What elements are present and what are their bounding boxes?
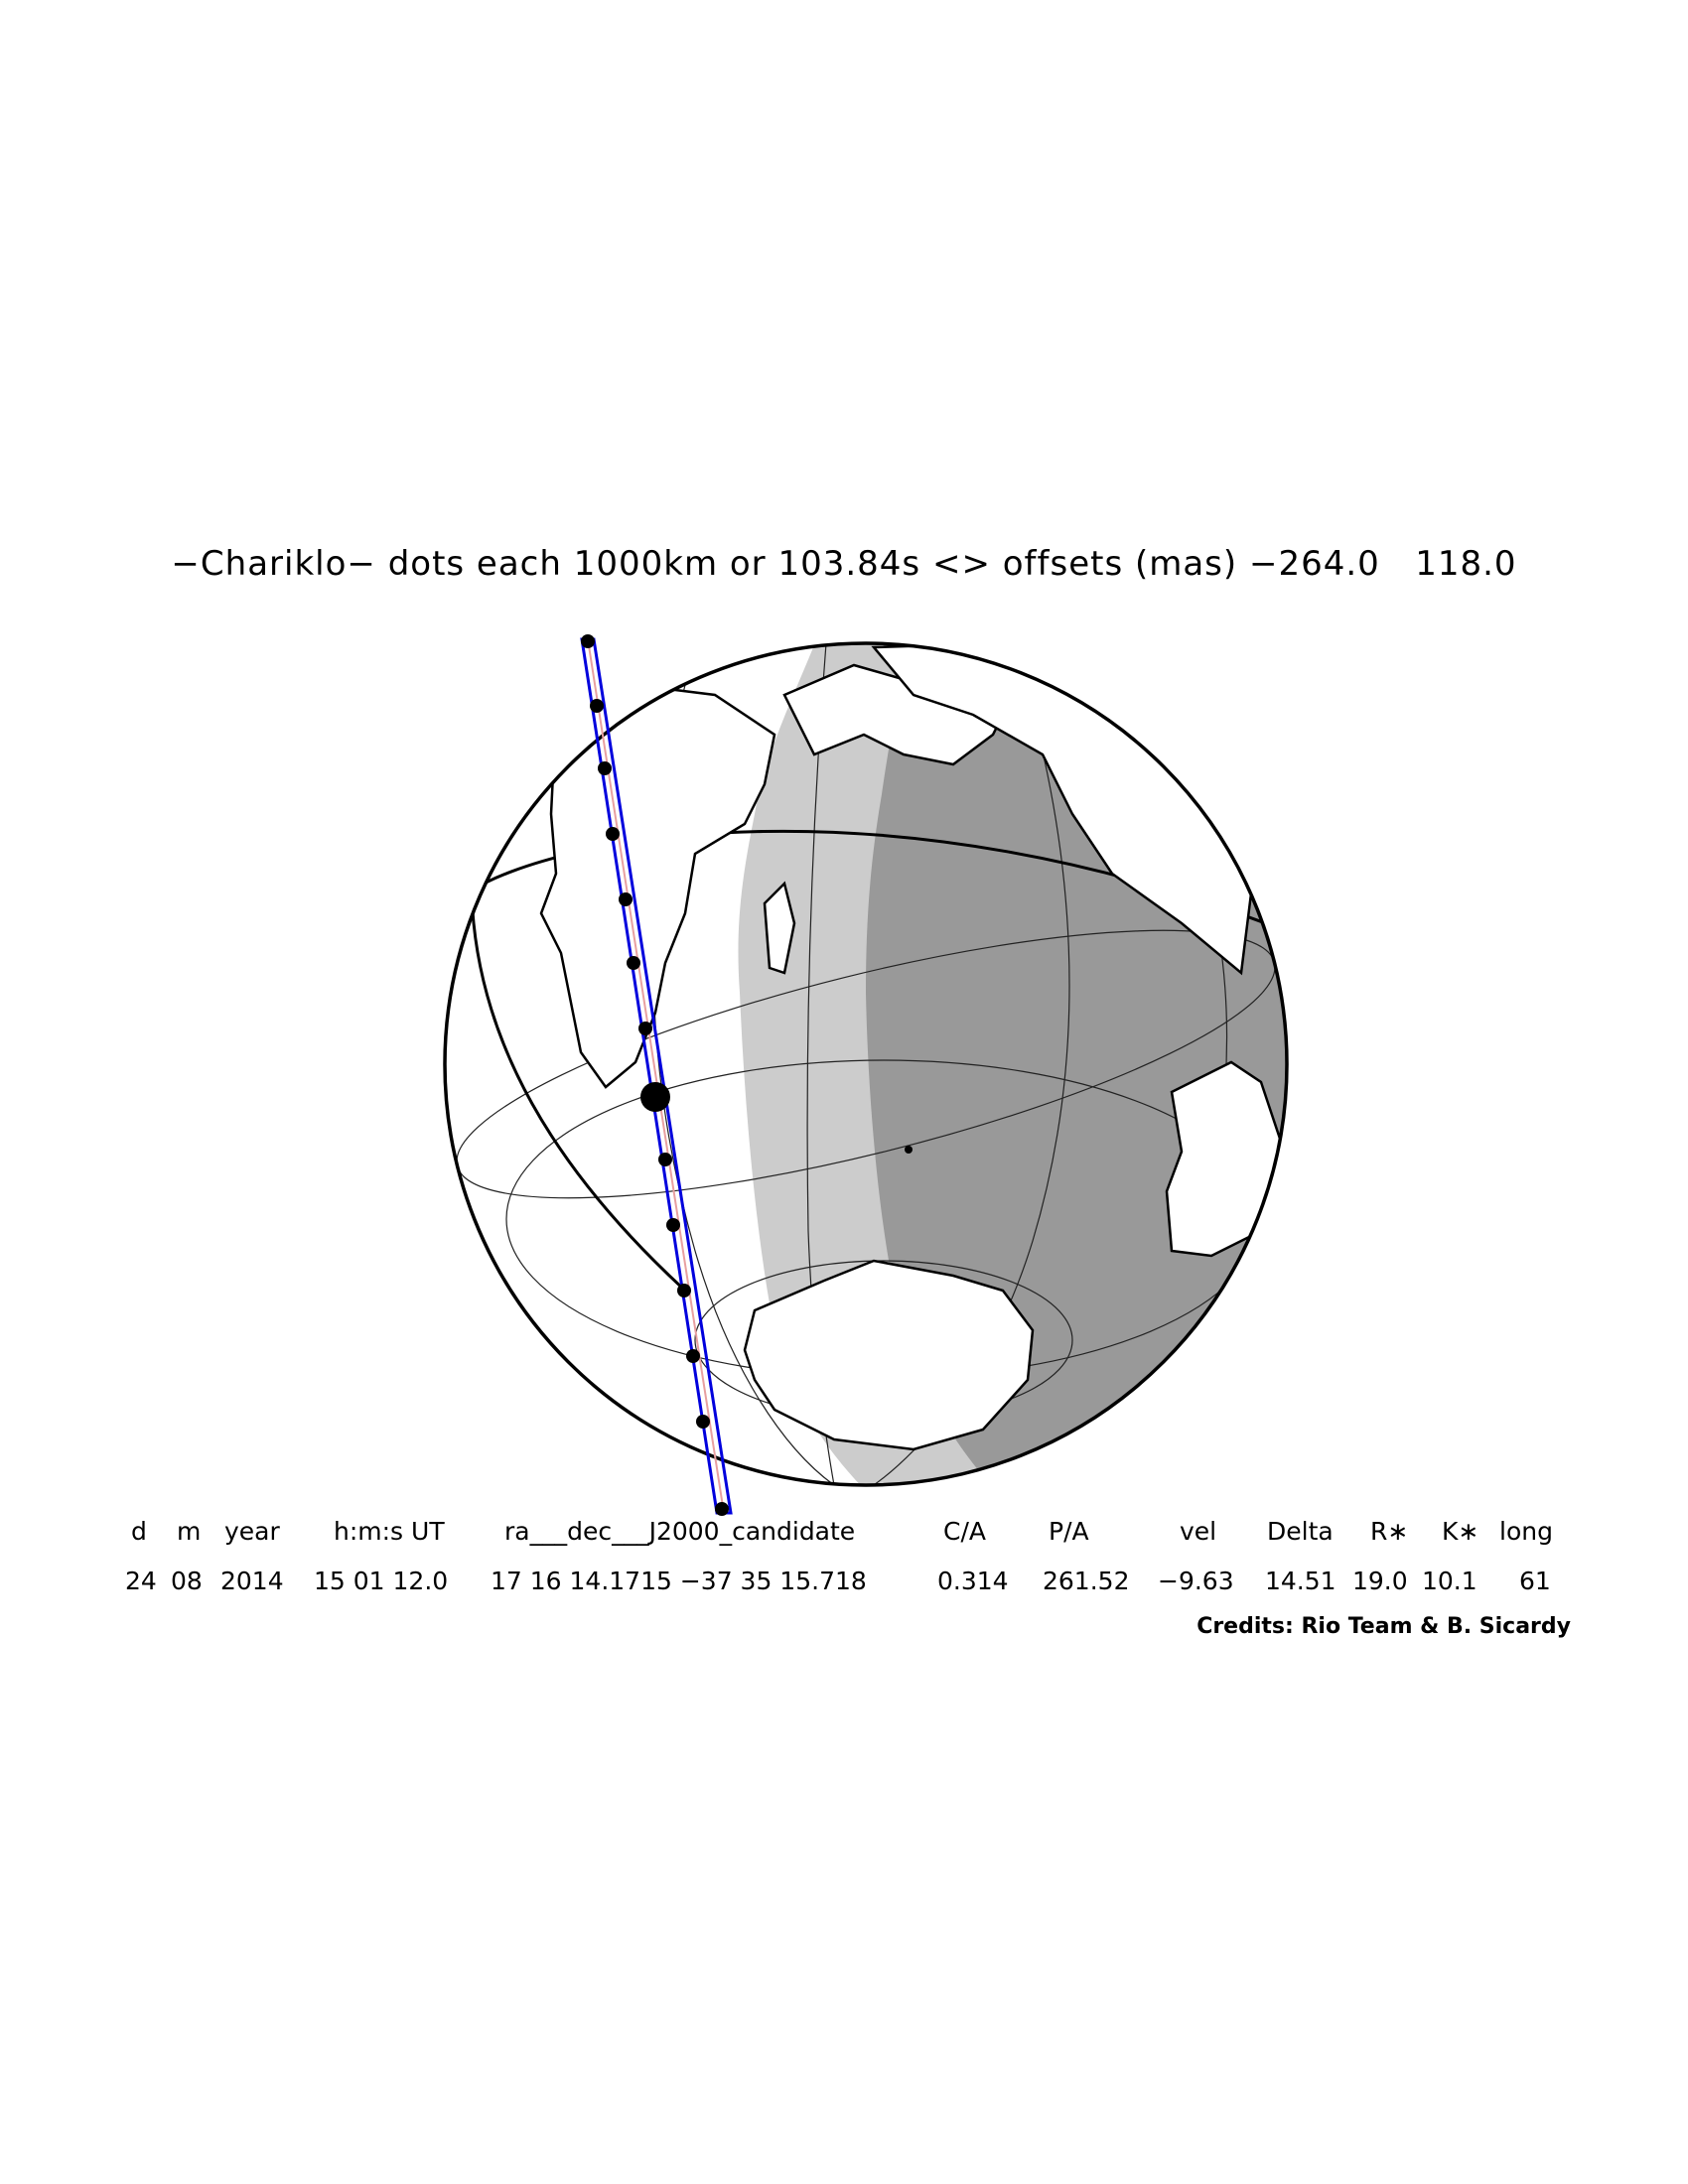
header-year: year xyxy=(224,1517,280,1546)
header-month: m xyxy=(177,1517,202,1546)
header-time: h:m:s UT xyxy=(334,1517,445,1546)
value-time: 15 01 12.0 xyxy=(314,1567,449,1595)
track-dot xyxy=(658,1153,672,1166)
africa xyxy=(539,683,776,1089)
track-dot xyxy=(581,634,595,648)
madagascar xyxy=(763,881,796,975)
value-delta: 14.51 xyxy=(1265,1567,1336,1595)
track-dot xyxy=(619,892,633,906)
antarctica xyxy=(743,1259,1035,1451)
track-dot xyxy=(638,1022,652,1035)
track-dot xyxy=(666,1218,680,1232)
track-dot xyxy=(677,1284,691,1297)
header-ca: C/A xyxy=(943,1517,986,1546)
value-rstar: 19.0 xyxy=(1352,1567,1408,1595)
track-dot xyxy=(715,1502,729,1516)
value-day: 24 xyxy=(125,1567,157,1595)
map-title: −Chariklo− dots each 1000km or 103.84s <… xyxy=(171,544,1517,584)
value-coordinates: 17 16 14.1715 −37 35 15.718 xyxy=(491,1567,867,1595)
header-rstar: R∗ xyxy=(1370,1517,1409,1546)
value-ca: 0.314 xyxy=(937,1567,1009,1595)
value-pa: 261.52 xyxy=(1043,1567,1130,1595)
australia xyxy=(1165,1060,1283,1258)
globe-outline xyxy=(443,641,1289,1487)
track-dot xyxy=(627,956,640,970)
shadow-limit-curve xyxy=(470,892,687,1293)
header-kstar: K∗ xyxy=(1442,1517,1479,1546)
track-dot xyxy=(686,1349,700,1363)
track-dot xyxy=(590,699,604,713)
value-year: 2014 xyxy=(220,1567,284,1595)
track-dot xyxy=(696,1415,710,1429)
closest-approach-marker xyxy=(640,1082,670,1112)
value-vel: −9.63 xyxy=(1158,1567,1234,1595)
header-coordinates: ra___dec___J2000_candidate xyxy=(504,1517,856,1546)
value-month: 08 xyxy=(171,1567,203,1595)
occultation-globe-map xyxy=(443,634,1289,1516)
header-vel: vel xyxy=(1180,1517,1217,1546)
header-pa: P/A xyxy=(1049,1517,1089,1546)
header-long: long xyxy=(1499,1517,1553,1546)
value-kstar: 10.1 xyxy=(1422,1567,1477,1595)
shadow-centerline xyxy=(587,638,725,1514)
header-delta: Delta xyxy=(1267,1517,1334,1546)
track-dot xyxy=(598,761,612,775)
track-dot xyxy=(606,827,620,841)
value-long: 61 xyxy=(1519,1567,1551,1595)
continents xyxy=(539,643,1283,1451)
occultation-track xyxy=(580,634,733,1516)
credits: Credits: Rio Team & B. Sicardy xyxy=(1196,1614,1571,1639)
header-day: d xyxy=(131,1517,147,1546)
